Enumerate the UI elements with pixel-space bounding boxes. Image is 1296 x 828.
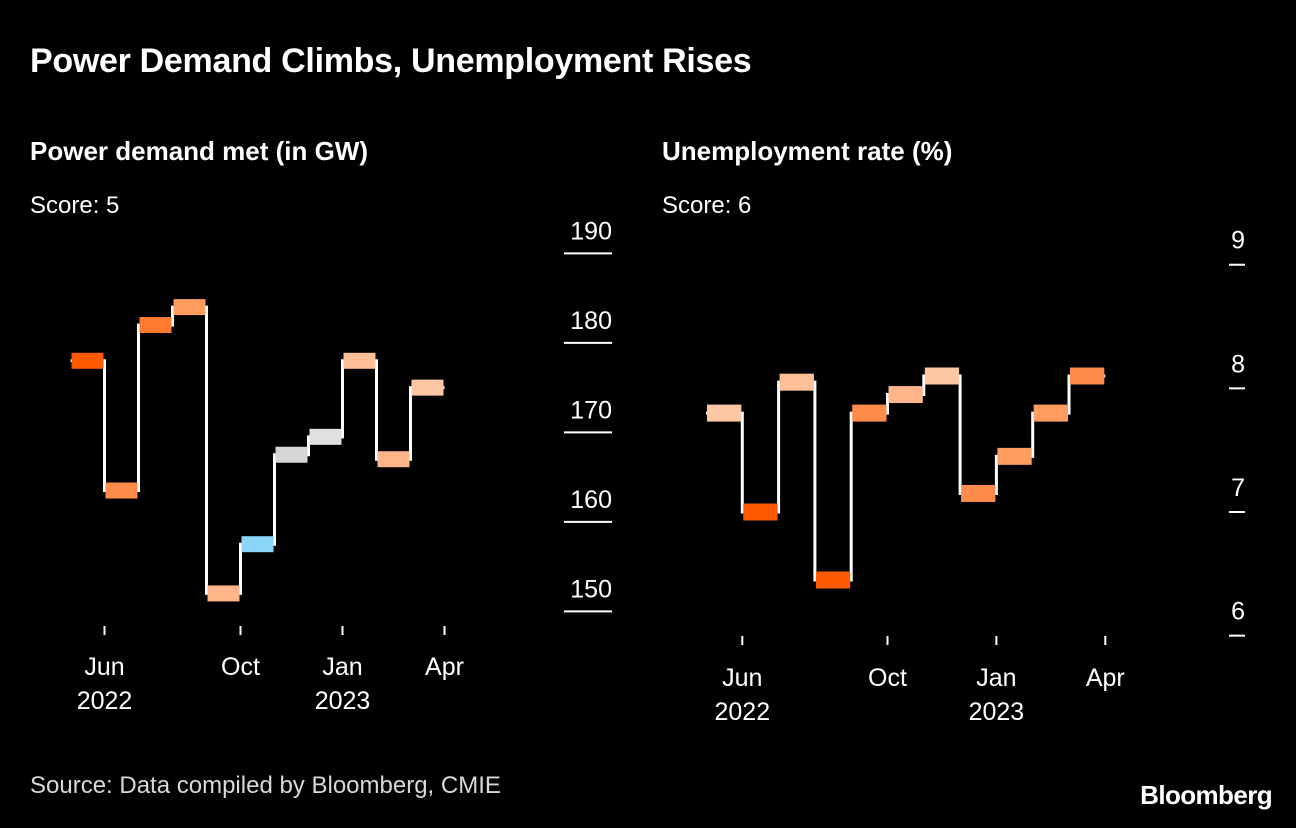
x-tick-label: Apr <box>425 653 464 681</box>
chart-title: Power Demand Climbs, Unemployment Rises <box>30 42 752 80</box>
x-tick-label: Apr <box>1086 664 1125 692</box>
data-box-2023-01 <box>997 447 1032 465</box>
x-tick-label: Jun <box>722 664 762 692</box>
data-box-2022-10 <box>241 536 274 553</box>
data-box-2022-12 <box>961 484 996 502</box>
x-tick-year-label: 2022 <box>77 687 133 715</box>
y-tick-label: 8 <box>1231 350 1245 378</box>
x-tick-year-label: 2023 <box>315 687 371 715</box>
data-box-2022-06 <box>105 482 138 499</box>
y-tick-label: 150 <box>570 575 612 603</box>
left-chart-score: Score: 5 <box>30 192 120 219</box>
y-tick-label: 160 <box>570 486 612 514</box>
x-tick-label: Jun <box>84 653 124 681</box>
data-box-2022-09 <box>852 404 887 422</box>
data-box-2022-07 <box>779 373 814 391</box>
y-tick-label: 9 <box>1231 227 1245 255</box>
y-tick-label: 7 <box>1231 474 1245 502</box>
right-chart-score: Score: 6 <box>662 192 752 219</box>
x-tick-year-label: 2022 <box>714 698 770 726</box>
x-tick-label: Jan <box>976 664 1016 692</box>
data-box-2022-11 <box>275 446 308 463</box>
x-tick-label: Oct <box>868 664 907 692</box>
data-box-2023-03 <box>411 379 444 396</box>
data-box-2023-02 <box>377 451 410 468</box>
y-tick-label: 170 <box>570 396 612 424</box>
data-box-2022-09 <box>207 585 240 602</box>
data-box-2022-11 <box>924 367 960 385</box>
y-tick-label: 190 <box>570 217 612 245</box>
y-tick-label: 180 <box>570 307 612 335</box>
x-tick-year-label: 2023 <box>969 698 1025 726</box>
data-box-2023-02 <box>1033 404 1068 422</box>
data-box-2023-01 <box>343 352 376 369</box>
data-box-2022-05 <box>707 404 742 422</box>
data-box-2022-08 <box>815 571 851 589</box>
right-chart-subtitle: Unemployment rate (%) <box>662 136 953 166</box>
data-box-2022-07 <box>139 317 172 333</box>
data-box-2023-03 <box>1070 367 1105 385</box>
source-note: Source: Data compiled by Bloomberg, CMIE <box>30 772 501 799</box>
data-box-2022-08 <box>173 299 206 316</box>
x-tick-label: Oct <box>221 653 260 681</box>
data-box-2022-05 <box>71 352 104 369</box>
x-tick-label: Jan <box>322 653 362 681</box>
y-tick-label: 6 <box>1231 598 1245 626</box>
data-box-2022-10 <box>888 386 923 404</box>
data-box-2022-12 <box>309 428 342 445</box>
left-chart-subtitle: Power demand met (in GW) <box>30 136 369 166</box>
data-box-2022-06 <box>743 503 778 521</box>
bloomberg-logo: Bloomberg <box>1140 780 1272 810</box>
